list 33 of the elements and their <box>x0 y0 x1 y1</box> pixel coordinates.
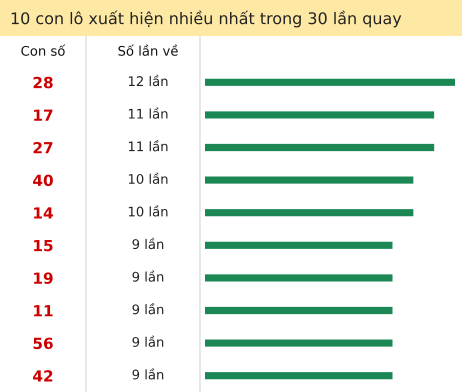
data-label: 11 lần <box>128 107 168 119</box>
data-label: 10 lần <box>128 172 168 184</box>
text: Số lần về <box>118 44 178 56</box>
y-tick-label: 27 <box>34 142 52 154</box>
bar <box>205 372 392 380</box>
data-label: 10 lần <box>128 205 168 217</box>
y-tick-label: 17 <box>34 110 52 121</box>
y-tick-label: 42 <box>33 370 52 382</box>
text: Con số <box>21 44 66 56</box>
y-tick-label: 56 <box>34 338 53 350</box>
chart-title: 10 con lô xuất hiện nhiều nhất trong 30 lần quay <box>12 10 402 28</box>
bar <box>205 78 455 86</box>
y-tick-label: 11 <box>34 305 53 316</box>
bar <box>205 111 434 118</box>
y-tick-label: 14 <box>34 207 53 219</box>
data-label: 9 lần <box>132 238 164 250</box>
bar <box>205 242 392 249</box>
data-label: 9 lần <box>132 368 164 380</box>
data-label: 9 lần <box>132 270 164 282</box>
data-label: 12 lần <box>128 74 168 86</box>
bar <box>205 209 414 216</box>
y-tick-label: 15 <box>34 240 53 252</box>
y-tick-label: 28 <box>34 76 53 88</box>
y-tick-label: 40 <box>33 174 53 186</box>
bar <box>205 144 434 152</box>
data-label: 9 lần <box>132 302 164 314</box>
data-label: 11 lần <box>128 140 168 152</box>
data-label: 9 lần <box>132 336 164 347</box>
y-tick-label: 19 <box>34 272 53 284</box>
bar <box>205 176 414 184</box>
bar <box>205 306 392 314</box>
bar <box>205 274 392 282</box>
bar <box>205 340 392 347</box>
